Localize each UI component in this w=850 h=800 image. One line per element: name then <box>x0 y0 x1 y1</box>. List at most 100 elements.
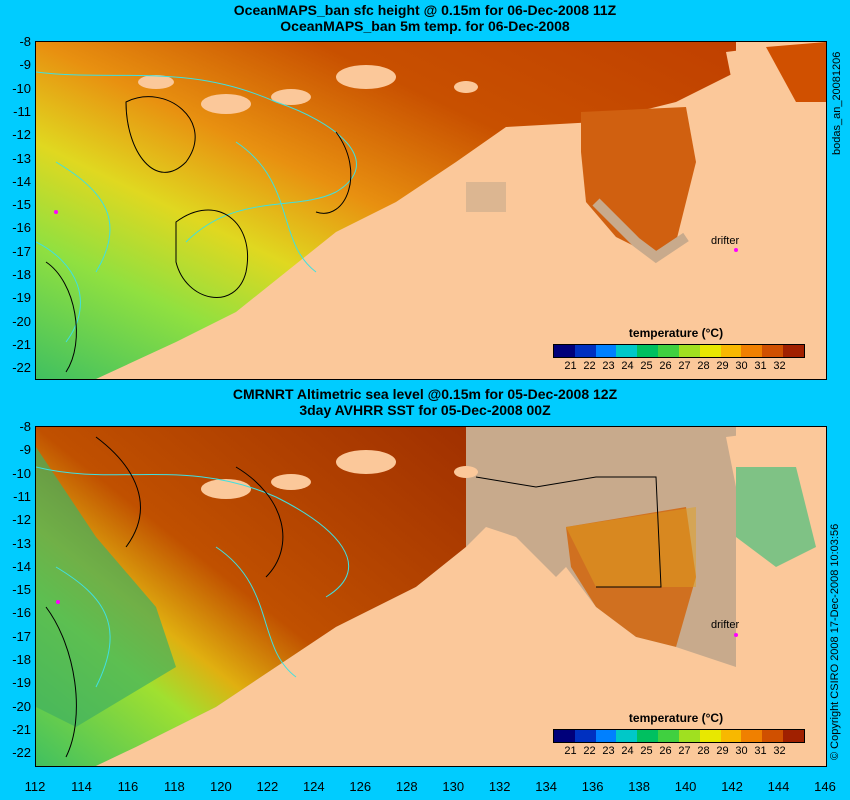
legend-swatch <box>595 730 617 742</box>
y-tick-label: -18 <box>12 652 31 667</box>
y-tick-label: -21 <box>12 336 31 352</box>
legend-swatch <box>554 730 575 742</box>
y-tick-label: -10 <box>12 80 31 96</box>
x-tick-label: 130 <box>442 779 465 794</box>
land-australia <box>36 527 736 766</box>
top-drifter-label: drifter <box>711 235 740 247</box>
x-tick-label: 112 <box>24 779 46 794</box>
legend-tick-label: 22 <box>583 745 596 757</box>
y-tick-label: -18 <box>12 267 31 282</box>
bottom-legend-colorbar <box>553 729 805 743</box>
legend-swatch <box>699 345 721 357</box>
legend-swatch <box>783 730 804 742</box>
y-tick-label: -20 <box>12 698 31 714</box>
legend-swatch <box>658 345 679 357</box>
bottom-legend-title: temperature (°C) <box>628 711 724 725</box>
top-title-line1: OceanMAPS_ban sfc height @ 0.15m for 06-… <box>233 2 617 18</box>
y-tick-label: -9 <box>19 442 31 458</box>
x-tick-label: 140 <box>674 779 697 794</box>
top-legend-title: temperature (°C) <box>628 326 724 340</box>
y-tick-label: -19 <box>12 290 31 306</box>
legend-tick-label: 23 <box>602 360 615 372</box>
x-tick-label: 136 <box>581 779 604 794</box>
legend-swatch <box>699 730 721 742</box>
sst-field <box>36 42 736 379</box>
y-tick-label: -17 <box>12 628 31 644</box>
x-tick-label: 120 <box>210 779 232 794</box>
x-tick-label: 128 <box>395 779 418 794</box>
legend-swatch <box>741 345 763 357</box>
legend-swatch <box>637 345 659 357</box>
legend-tick-label: 23 <box>602 745 615 757</box>
legend-tick-label: 25 <box>640 360 653 372</box>
legend-swatch <box>595 345 617 357</box>
legend-tick-label: 32 <box>773 360 786 372</box>
x-tick-label: 132 <box>488 779 511 794</box>
y-tick-label: -11 <box>13 103 31 119</box>
x-tick-label: 118 <box>164 779 185 794</box>
legend-tick-label: 24 <box>621 745 634 757</box>
legend-tick-label: 27 <box>678 745 691 757</box>
y-tick-label: -8 <box>19 34 31 49</box>
legend-tick-label: 26 <box>659 745 672 757</box>
x-tick-label: 138 <box>628 779 650 794</box>
y-tick-label: -12 <box>12 127 31 143</box>
legend-tick-label: 29 <box>716 745 729 757</box>
bottom-title-line1: CMRNRT Altimetric sea level @0.15m for 0… <box>232 386 618 402</box>
x-tick-label: 122 <box>256 779 279 794</box>
y-tick-label: -17 <box>12 243 31 259</box>
y-tick-label: -14 <box>12 173 31 189</box>
legend-tick-label: 30 <box>735 360 748 372</box>
y-tick-label: -12 <box>12 512 31 528</box>
y-tick-label: -16 <box>12 605 31 621</box>
y-tick-label: -8 <box>19 419 31 434</box>
legend-tick-label: 21 <box>564 745 577 757</box>
legend-tick-label: 31 <box>754 745 767 757</box>
legend-swatch <box>616 730 638 742</box>
x-tick-label: 144 <box>767 779 790 794</box>
legend-swatch <box>658 730 679 742</box>
legend-tick-label: 31 <box>754 360 767 372</box>
legend-swatch <box>574 730 596 742</box>
bottom-map-panel: drifter temperature (°C) 21 22 23 24 25 26 27 2… <box>35 426 827 767</box>
y-tick-label: -15 <box>12 197 31 213</box>
x-tick-label: 124 <box>302 779 325 794</box>
y-tick-label: -9 <box>19 57 31 73</box>
y-tick-label: -22 <box>12 360 31 376</box>
legend-swatch <box>574 345 596 357</box>
y-tick-label: -13 <box>12 535 31 551</box>
legend-swatch <box>678 730 700 742</box>
y-tick-label: -19 <box>12 675 31 691</box>
y-tick-label: -14 <box>12 558 31 574</box>
legend-tick-label: 22 <box>583 360 596 372</box>
legend-swatch <box>783 345 804 357</box>
legend-swatch <box>762 730 784 742</box>
legend-tick-label: 27 <box>678 360 691 372</box>
x-tick-label: 146 <box>814 779 836 794</box>
legend-swatch <box>741 730 763 742</box>
y-tick-label: -20 <box>12 313 31 329</box>
legend-tick-label: 30 <box>735 745 748 757</box>
land-cape-york <box>726 47 826 379</box>
legend-tick-label: 32 <box>773 745 786 757</box>
sst-gulf <box>581 107 696 257</box>
x-tick-label: 126 <box>349 779 372 794</box>
x-tick-label: 134 <box>535 779 557 794</box>
legend-swatch <box>678 345 700 357</box>
bottom-side-label: © Copyright CSIRO 2008 17-Dec-2008 10:03… <box>829 523 841 760</box>
legend-swatch <box>554 345 575 357</box>
legend-tick-label: 28 <box>697 745 710 757</box>
y-tick-label: -21 <box>12 721 31 737</box>
bottom-title-line2: 3day AVHRR SST for 05-Dec-2008 00Z <box>299 402 551 418</box>
y-tick-label: -22 <box>12 745 31 761</box>
y-tick-label: -10 <box>12 465 31 481</box>
x-tick-label: 142 <box>721 779 743 794</box>
top-title-line2: OceanMAPS_ban 5m temp. for 06-Dec-2008 <box>280 18 570 34</box>
y-tick-label: -13 <box>12 150 31 166</box>
legend-tick-label: 24 <box>621 360 634 372</box>
x-tick-label: 116 <box>117 779 139 794</box>
bottom-drifter-label: drifter <box>711 619 740 631</box>
y-tick-label: -16 <box>12 220 31 236</box>
legend-swatch <box>720 730 742 742</box>
legend-swatch <box>616 345 638 357</box>
